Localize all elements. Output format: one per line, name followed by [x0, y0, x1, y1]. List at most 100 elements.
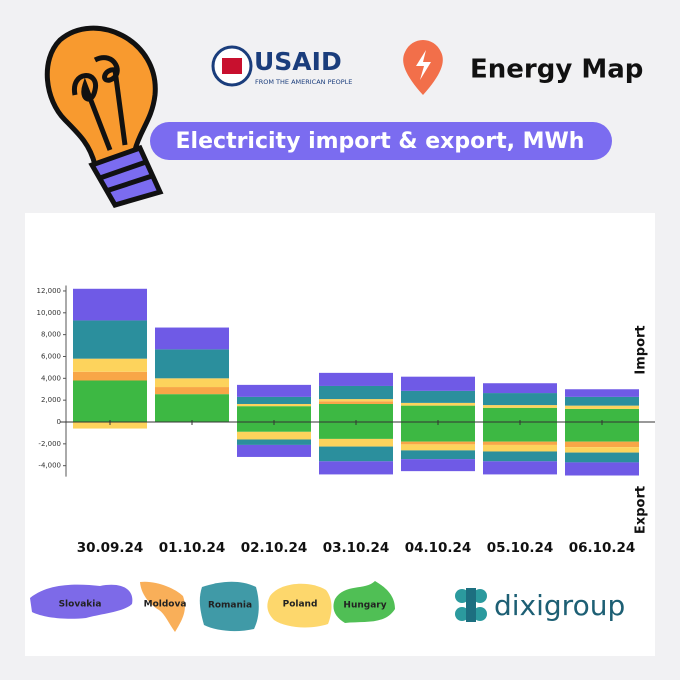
bar-segment: [565, 441, 639, 448]
x-tick-label: 02.10.24: [241, 540, 308, 556]
bar-segment: [155, 394, 229, 422]
legend-map: [30, 584, 133, 619]
x-tick-label: 30.09.24: [77, 540, 144, 556]
y-label-export: Export: [634, 486, 649, 534]
title-pill: [150, 122, 612, 160]
bar-segment: [155, 387, 229, 395]
bar-segment: [401, 390, 475, 403]
bar-segment: [319, 399, 393, 402]
legend-label: Moldova: [144, 600, 187, 610]
bar-segment: [319, 438, 393, 447]
bar-segment: [483, 444, 557, 452]
y-tick-label: 10,000: [37, 309, 62, 317]
legend-label: Slovakia: [59, 600, 102, 610]
legend-label: Romania: [208, 601, 252, 611]
bar-segment: [483, 422, 557, 442]
legend-item: Slovakia: [30, 584, 133, 619]
y-tick-label: 12,000: [37, 287, 62, 295]
legend-map: [140, 581, 185, 632]
bar-segment: [237, 403, 311, 407]
bar-segment: [483, 405, 557, 408]
bar-segment: [483, 407, 557, 422]
bar-segment: [73, 358, 147, 372]
bar-segment: [565, 408, 639, 422]
x-tick-label: 05.10.24: [487, 540, 554, 556]
y-label-import: Import: [634, 325, 649, 374]
chart-title: Electricity import & export, MWh: [176, 129, 585, 154]
bar-segment: [401, 422, 475, 442]
bar-segment: [237, 431, 311, 440]
bar-segment: [73, 288, 147, 321]
bar-segment: [401, 405, 475, 422]
y-tick-label: 6,000: [41, 352, 61, 360]
bar-segment: [237, 439, 311, 445]
bar-segment: [565, 452, 639, 463]
legend-label: Hungary: [343, 601, 386, 611]
bar-segment: [319, 372, 393, 386]
bar-segment: [237, 406, 311, 422]
pin-bolt: [416, 50, 431, 80]
x-tick-label: 03.10.24: [323, 540, 390, 556]
bar-segment: [565, 462, 639, 476]
bar-segment: [565, 389, 639, 397]
bar-segment: [401, 441, 475, 445]
bar-segment: [155, 327, 229, 350]
pin-icon: [403, 40, 443, 95]
x-tick-label: 01.10.24: [159, 540, 226, 556]
usaid-logo: USAID: [254, 47, 342, 76]
plot: -4,000 -2,000 0 2,000 4,000 6,000 8,000 10,000 1…: [30, 285, 655, 632]
y-tick-label: 2,000: [41, 396, 61, 404]
bar-segment: [565, 422, 639, 442]
bar-segment: [483, 451, 557, 462]
usaid-tagline: FROM THE AMERICAN PEOPLE: [255, 78, 352, 86]
bar-segment: [237, 422, 311, 432]
bar-segment: [237, 444, 311, 457]
legend-item: Hungary: [333, 581, 395, 623]
bar-segment: [73, 422, 147, 429]
bar-segment: [483, 441, 557, 445]
bar-segment: [401, 450, 475, 460]
dixi-icon: [455, 588, 487, 622]
bar-segment: [565, 396, 639, 406]
bar-segment: [319, 422, 393, 439]
footer-logo: dixigroup: [494, 589, 625, 622]
bar-segment: [401, 376, 475, 391]
y-tick-label: 0: [57, 418, 61, 426]
bar-segment: [483, 393, 557, 406]
legend-item: Moldova: [140, 581, 187, 632]
bar-segment: [73, 380, 147, 422]
legend-label: Poland: [283, 600, 318, 610]
bar-segment: [319, 401, 393, 404]
y-tick-label: 4,000: [41, 374, 61, 382]
bar-segment: [237, 384, 311, 397]
x-tick-label: 06.10.24: [569, 540, 636, 556]
legend-item: Romania: [199, 581, 259, 632]
bar-segment: [319, 461, 393, 475]
bar-segment: [155, 378, 229, 388]
legend-map: [267, 583, 332, 628]
legend-map: [333, 581, 395, 623]
bar-segment: [401, 444, 475, 451]
bar-segment: [319, 446, 393, 462]
bar-segment: [483, 383, 557, 394]
bar-segment: [565, 447, 639, 453]
bar-segment: [319, 403, 393, 422]
bulb-icon: [44, 25, 164, 208]
brand-name: Energy Map: [470, 55, 643, 85]
bar-segment: [319, 385, 393, 400]
y-tick-label: -4,000: [38, 462, 61, 470]
y-tick-label: 8,000: [41, 331, 61, 339]
bar-segment: [73, 371, 147, 381]
bar-segment: [237, 396, 311, 404]
bar-segment: [565, 405, 639, 409]
bar-segment: [483, 461, 557, 475]
x-tick-label: 04.10.24: [405, 540, 472, 556]
y-tick-label: -2,000: [38, 440, 61, 448]
bar-segment: [155, 349, 229, 379]
bar-segment: [401, 402, 475, 406]
bar-segment: [401, 459, 475, 472]
legend-map: [199, 581, 259, 632]
legend-item: Poland: [267, 583, 332, 628]
bar-segment: [73, 320, 147, 359]
